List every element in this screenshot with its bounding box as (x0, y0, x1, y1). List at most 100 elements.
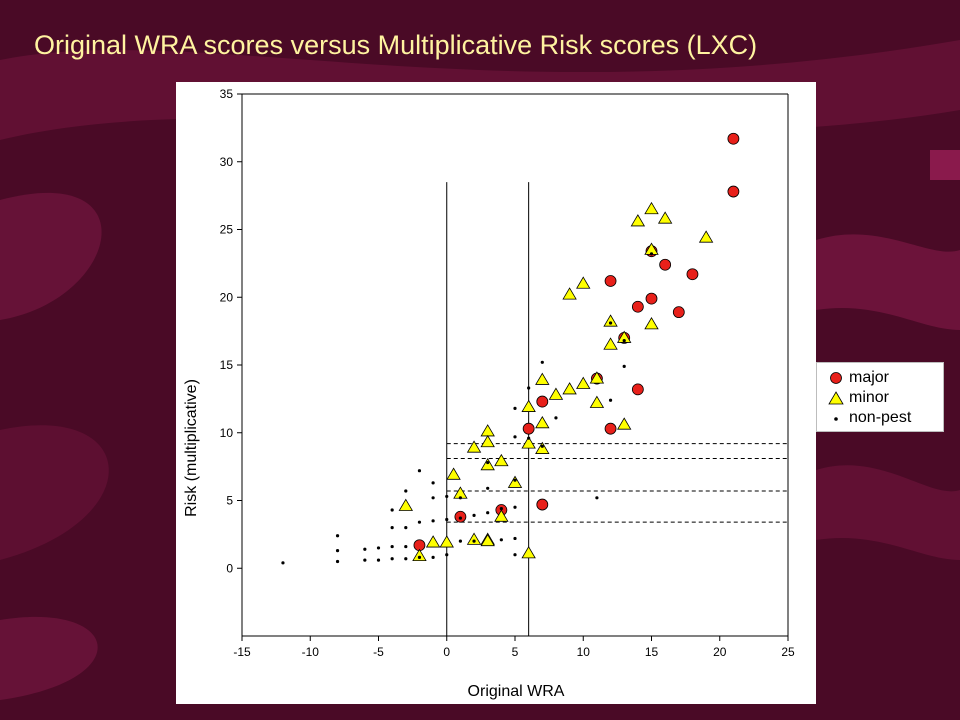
minor-point (494, 453, 509, 467)
nonpest-point (458, 539, 462, 543)
minor-point (644, 317, 659, 330)
minor-point (494, 509, 509, 522)
legend-item-minor: minor (827, 389, 889, 407)
minor-point (480, 434, 495, 448)
nonpest-point (499, 538, 503, 542)
x-tick-label: 15 (645, 645, 659, 659)
major-point (631, 300, 644, 313)
nonpest-point (649, 252, 654, 256)
minor-point (644, 201, 659, 215)
minor-point (480, 424, 495, 437)
nonpest-point (335, 559, 340, 564)
minor-point (576, 276, 591, 289)
nonpest-point (513, 478, 517, 482)
minor-point (630, 214, 646, 227)
y-tick-label: 20 (220, 290, 234, 304)
nonpest-point (608, 398, 613, 402)
legend-label-nonpest: non-pest (849, 409, 912, 426)
minor-point (521, 546, 536, 559)
minor-point (480, 457, 495, 471)
nonpest-point (404, 526, 408, 530)
y-tick-label: 0 (226, 561, 233, 575)
nonpest-point (486, 511, 490, 515)
nonpest-point (527, 436, 531, 440)
axes: -15 -10 -5 0 5 10 15 20 25 0 5 10 15 20 25 30 35 (220, 87, 795, 659)
minor-point (548, 387, 564, 400)
minor-point (480, 533, 495, 547)
major-point (727, 185, 740, 198)
major-point (604, 275, 617, 287)
legend-label-minor: minor (849, 389, 890, 406)
y-axis-label: Risk (multiplicative) (183, 379, 200, 517)
minor-point (617, 330, 632, 343)
minor-point (698, 230, 714, 243)
nonpest-point (527, 386, 531, 390)
legend-item-major: major (827, 369, 889, 387)
x-tick-label: 10 (577, 645, 591, 659)
minor-point (535, 441, 550, 454)
legend-label-major: major (849, 369, 890, 386)
nonpest-point (540, 444, 544, 448)
nonpest-point (281, 561, 285, 565)
x-tick-label: -10 (302, 645, 320, 659)
minor-point (562, 382, 577, 395)
minor-point (398, 498, 413, 511)
nonpest-point (458, 516, 462, 520)
nonpest-point (431, 519, 435, 523)
major-point (536, 498, 549, 511)
nonpest-point (431, 481, 435, 485)
nonpest-point (622, 339, 626, 343)
nonpest-point (622, 364, 626, 368)
major-circle-icon (827, 371, 845, 385)
chart-panel: -15 -10 -5 0 5 10 15 20 25 0 5 10 15 20 25 30 35 Origina… (176, 82, 816, 704)
x-tick-label: 20 (713, 645, 727, 659)
slide-title: Original WRA scores versus Multiplicativ… (34, 30, 758, 60)
nonpest-point (390, 508, 394, 512)
y-tick-label: 5 (226, 494, 233, 508)
nonpest-point (417, 555, 422, 560)
minor-point (466, 440, 482, 453)
nonpest-point (540, 360, 544, 364)
nonpest-point (404, 489, 408, 493)
minor-point (562, 287, 577, 300)
nonpest-dot-icon (827, 411, 845, 425)
decorative-square (930, 150, 960, 180)
nonpest-point (472, 513, 476, 518)
nonpest-point (472, 539, 476, 543)
x-tick-label: 5 (512, 645, 519, 659)
y-tick-label: 15 (220, 358, 234, 372)
nonpest-point (554, 416, 558, 420)
major-point (727, 132, 740, 145)
nonpest-point (390, 544, 394, 549)
nonpest-point (445, 494, 449, 499)
minor-point (412, 548, 427, 562)
nonpest-point (390, 526, 394, 530)
nonpest-point (431, 555, 435, 560)
nonpest-point (486, 486, 490, 490)
nonpest-point (513, 505, 517, 509)
nonpest-point (404, 544, 408, 549)
x-tick-label: 0 (443, 645, 450, 659)
reference-lines (446, 182, 788, 636)
nonpest-point (445, 553, 449, 557)
major-point (659, 258, 672, 271)
nonpest-point (513, 406, 517, 410)
nonpest-point (445, 517, 449, 522)
nonpest-point (417, 520, 422, 524)
chart-legend: major minor non-pest (816, 362, 944, 432)
minor-point (507, 475, 523, 488)
minor-point (466, 532, 482, 545)
minor-point (535, 372, 550, 385)
x-tick-label: -15 (233, 645, 251, 659)
scatter-chart: -15 -10 -5 0 5 10 15 20 25 0 5 10 15 20 25 30 35 Origina… (183, 87, 795, 700)
nonpest-point (390, 557, 394, 561)
x-tick-label: 25 (781, 645, 795, 659)
minor-point (535, 415, 550, 429)
major-point (686, 268, 699, 281)
nonpest-point (376, 546, 381, 550)
major-point (536, 395, 549, 408)
major-point (631, 383, 644, 396)
minor-point (521, 399, 536, 412)
nonpest-point (486, 460, 490, 465)
minor-point (576, 376, 591, 389)
